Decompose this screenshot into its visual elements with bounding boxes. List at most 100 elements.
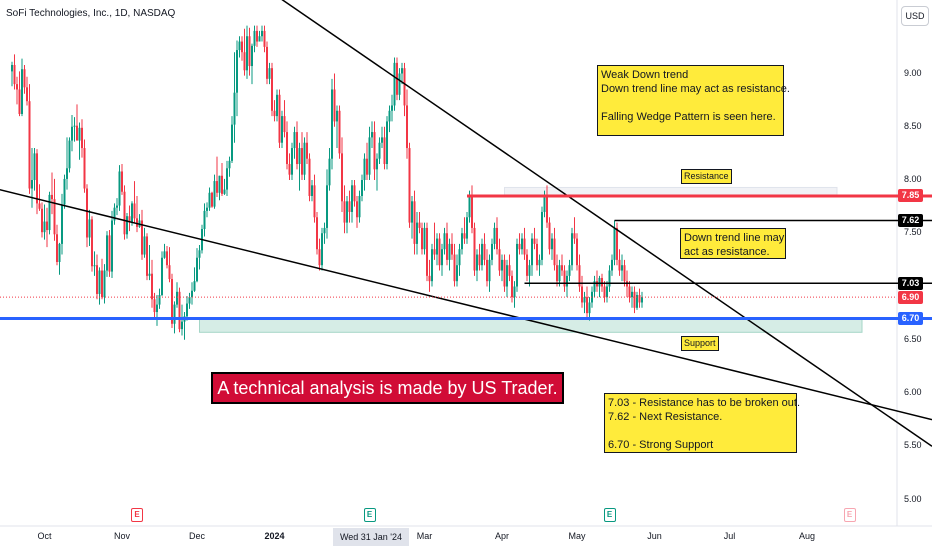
candle bbox=[548, 217, 551, 255]
candle bbox=[388, 105, 391, 133]
candle bbox=[376, 153, 378, 191]
candle bbox=[73, 117, 76, 142]
candle bbox=[536, 238, 538, 271]
candle bbox=[493, 222, 496, 250]
wedge-upper-line[interactable] bbox=[247, 0, 932, 447]
candle bbox=[541, 206, 543, 266]
candle bbox=[141, 209, 143, 260]
candle bbox=[588, 297, 591, 321]
symbol-title[interactable]: SoFi Technologies, Inc., 1D, NASDAQ bbox=[6, 8, 176, 19]
candle bbox=[491, 238, 493, 266]
candle bbox=[628, 281, 631, 303]
trendline-note[interactable]: Down trend line may act as resistance. bbox=[680, 228, 786, 259]
earnings-icon[interactable]: E bbox=[131, 508, 143, 522]
candle bbox=[281, 110, 283, 149]
candle bbox=[488, 254, 491, 292]
candle bbox=[621, 254, 623, 282]
earnings-icon[interactable]: E bbox=[843, 508, 856, 522]
candle bbox=[378, 137, 381, 165]
candle bbox=[113, 203, 116, 225]
candle bbox=[168, 247, 171, 283]
candle bbox=[331, 78, 333, 170]
candle bbox=[303, 137, 306, 180]
candle bbox=[341, 137, 343, 212]
candle bbox=[83, 139, 86, 193]
candle bbox=[448, 238, 451, 271]
candle bbox=[426, 222, 428, 282]
candle bbox=[356, 195, 358, 228]
candle bbox=[526, 249, 528, 282]
candle bbox=[133, 181, 136, 223]
candle bbox=[436, 233, 438, 266]
price-tick-label: 8.00 bbox=[904, 174, 922, 184]
candle bbox=[486, 249, 488, 287]
price-tick-label: 6.00 bbox=[904, 387, 922, 397]
candle bbox=[146, 233, 148, 281]
candle bbox=[578, 254, 581, 292]
candle bbox=[196, 248, 198, 283]
candle bbox=[76, 104, 78, 141]
candle bbox=[106, 231, 108, 277]
candle bbox=[216, 156, 218, 198]
candle bbox=[333, 73, 336, 127]
candle bbox=[583, 291, 586, 314]
time-tick-label: Jun bbox=[647, 531, 662, 541]
candle bbox=[128, 205, 131, 232]
note-line: act as resistance. bbox=[684, 246, 770, 258]
candle bbox=[33, 148, 36, 191]
resistance-label[interactable]: Resistance bbox=[681, 169, 732, 184]
candle bbox=[366, 142, 368, 180]
candle bbox=[276, 89, 278, 122]
candle bbox=[28, 84, 31, 194]
candle bbox=[138, 214, 141, 228]
candle bbox=[351, 180, 353, 223]
candle bbox=[103, 264, 106, 304]
candle bbox=[641, 291, 643, 308]
candle bbox=[551, 233, 553, 260]
price-tick-label: 5.00 bbox=[904, 493, 922, 504]
candle bbox=[413, 190, 416, 255]
time-tick-label: Nov bbox=[113, 531, 131, 541]
price-tag: 6.70 bbox=[898, 311, 923, 325]
earnings-icon[interactable]: E bbox=[363, 508, 376, 522]
candle bbox=[556, 254, 558, 287]
levels-note[interactable]: 7.03 - Resistance has to be broken out. … bbox=[604, 393, 800, 453]
candle bbox=[61, 193, 63, 255]
analysis-banner[interactable]: A technical analysis is made by US Trade… bbox=[211, 372, 564, 404]
candle bbox=[228, 156, 231, 177]
candle bbox=[78, 122, 81, 160]
candle bbox=[261, 25, 263, 42]
candle bbox=[386, 116, 388, 170]
candle bbox=[456, 254, 458, 287]
earnings-icon[interactable]: E bbox=[603, 508, 616, 522]
candle bbox=[478, 243, 481, 271]
candle bbox=[21, 58, 23, 117]
candle bbox=[411, 195, 413, 239]
candle bbox=[636, 291, 638, 310]
candle bbox=[498, 238, 501, 276]
candle bbox=[606, 281, 608, 303]
candle bbox=[433, 222, 436, 260]
candle bbox=[38, 184, 41, 211]
candle bbox=[258, 30, 261, 42]
candle bbox=[208, 187, 211, 211]
candle bbox=[473, 222, 476, 276]
wedge-note[interactable]: Weak Down trend Down trend line may act … bbox=[597, 65, 790, 136]
note-line: Down trend line may bbox=[684, 232, 785, 244]
currency-button[interactable]: USD bbox=[901, 6, 929, 26]
wedge-lower-line[interactable] bbox=[0, 185, 932, 421]
candle bbox=[283, 100, 286, 138]
candle bbox=[71, 115, 73, 152]
candle bbox=[328, 148, 331, 191]
candle bbox=[346, 195, 348, 234]
candle bbox=[58, 242, 61, 275]
candle bbox=[403, 62, 406, 117]
support-label[interactable]: Support bbox=[681, 336, 719, 351]
candle bbox=[581, 275, 583, 308]
candle bbox=[231, 116, 233, 163]
candle bbox=[116, 198, 118, 216]
candle bbox=[563, 265, 566, 292]
candle bbox=[246, 25, 248, 79]
candle bbox=[43, 204, 46, 240]
